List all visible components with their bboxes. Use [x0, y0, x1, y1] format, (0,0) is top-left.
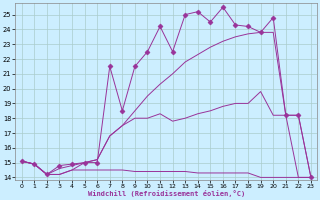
X-axis label: Windchill (Refroidissement éolien,°C): Windchill (Refroidissement éolien,°C) — [88, 190, 245, 197]
